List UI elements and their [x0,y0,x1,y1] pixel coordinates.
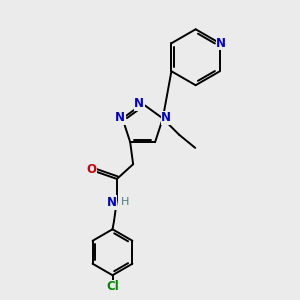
Text: Cl: Cl [106,280,119,293]
Text: N: N [115,111,125,124]
Text: O: O [86,163,96,176]
Text: N: N [216,37,226,50]
Text: N: N [134,97,144,110]
Text: N: N [106,196,117,209]
Text: N: N [161,111,171,124]
Text: H: H [121,197,129,208]
